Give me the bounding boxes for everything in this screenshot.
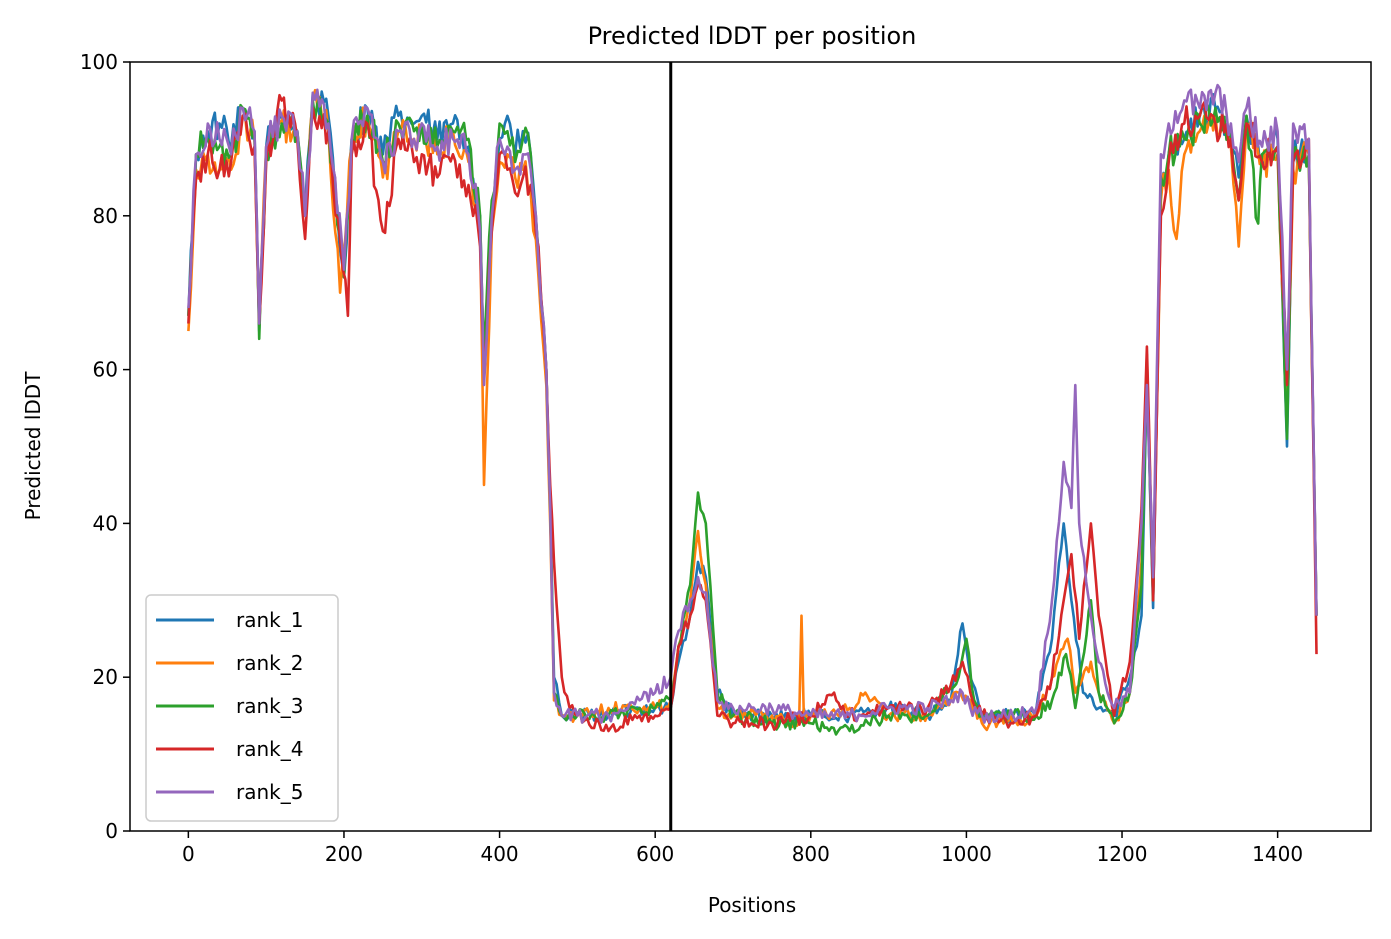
x-tick-label: 1400	[1252, 842, 1303, 866]
x-tick-label: 800	[792, 842, 830, 866]
series-line-rank_5	[187, 83, 1318, 724]
y-tick-label: 20	[93, 665, 118, 689]
y-tick-label: 80	[93, 204, 118, 228]
x-tick-label: 200	[325, 842, 363, 866]
x-tick-label: 400	[480, 842, 518, 866]
x-axis-label: Positions	[708, 893, 796, 917]
chart-title: Predicted lDDT per position	[588, 22, 917, 50]
x-axis-ticks: 0 200 400 600 800 1000 1200 1400	[182, 831, 1303, 866]
legend-label-rank_3: rank_3	[236, 694, 303, 718]
y-tick-label: 0	[105, 819, 118, 843]
series-layer	[187, 83, 1318, 736]
y-axis-label: Predicted lDDT	[21, 371, 45, 521]
series-line-rank_4	[187, 93, 1318, 733]
legend-box	[145, 594, 339, 822]
legend-label-rank_5: rank_5	[236, 780, 303, 804]
legend: rank_1 rank_2 rank_3 rank_4 rank_5	[145, 594, 339, 822]
legend-label-rank_4: rank_4	[236, 737, 303, 761]
plot-frame	[129, 61, 1372, 832]
x-tick-label: 1200	[1097, 842, 1148, 866]
legend-label-rank_1: rank_1	[236, 608, 303, 632]
x-tick-label: 0	[182, 842, 195, 866]
x-tick-label: 1000	[941, 842, 992, 866]
y-axis-ticks: 0 20 40 60 80 100	[80, 50, 130, 843]
x-tick-label: 600	[636, 842, 674, 866]
y-tick-label: 100	[80, 50, 118, 74]
y-tick-label: 60	[93, 358, 118, 382]
y-tick-label: 40	[93, 511, 118, 535]
legend-label-rank_2: rank_2	[236, 651, 303, 675]
